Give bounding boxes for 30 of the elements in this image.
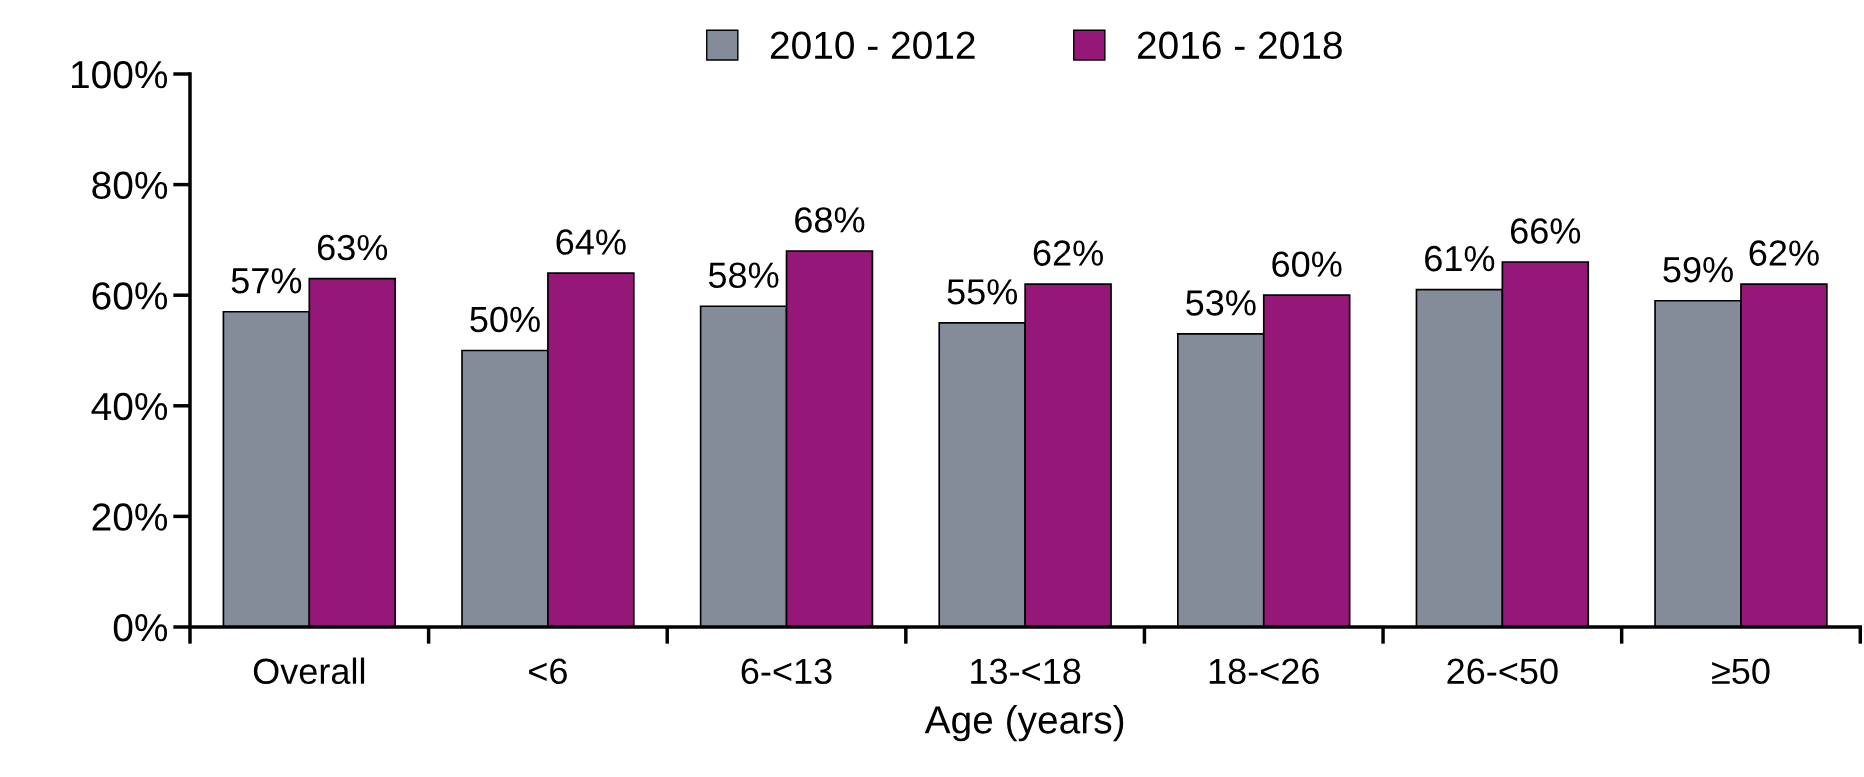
data-label: 62% xyxy=(1033,240,1103,266)
x-tick-label: 26-<50 xyxy=(1447,658,1558,685)
x-tick-label: ≥50 xyxy=(1712,658,1770,685)
data-label: 63% xyxy=(317,234,388,261)
y-tick-label: 60% xyxy=(92,282,168,310)
data-label: 66% xyxy=(1511,218,1581,244)
data-label: 62% xyxy=(1749,240,1819,266)
y-tick-label: 0% xyxy=(113,613,168,642)
y-tick-label: 80% xyxy=(92,171,168,200)
data-label: 60% xyxy=(1272,251,1342,277)
x-tick-label: Overall xyxy=(253,657,365,685)
x-tick-label: 18-<26 xyxy=(1209,658,1319,685)
data-label: 61% xyxy=(1425,245,1495,272)
legend-label: 2010 - 2012 xyxy=(770,31,975,60)
y-tick-label: 100% xyxy=(71,60,168,89)
data-label: 59% xyxy=(1663,256,1733,283)
x-tick-label: 6-<13 xyxy=(741,658,832,685)
data-label: 64% xyxy=(556,229,626,255)
y-tick-label: 40% xyxy=(91,392,168,421)
legend-label: 2016 - 2018 xyxy=(1137,31,1342,60)
x-tick-label: <6 xyxy=(529,658,567,685)
data-label: 57% xyxy=(231,268,302,294)
data-label: 58% xyxy=(708,262,779,289)
x-axis-title: Age (years) xyxy=(924,705,1124,742)
data-label: 55% xyxy=(947,279,1018,305)
data-label: 50% xyxy=(470,306,540,333)
y-tick-label: 20% xyxy=(92,503,168,531)
x-tick-label: 13-<18 xyxy=(971,658,1081,685)
data-label: 68% xyxy=(795,207,865,233)
data-label: 53% xyxy=(1186,290,1256,316)
